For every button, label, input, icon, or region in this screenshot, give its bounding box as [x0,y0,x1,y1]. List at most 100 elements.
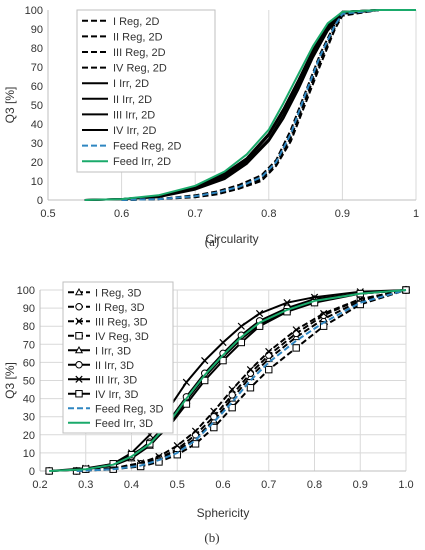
legend-label: III Irr, 2D [113,109,155,121]
legend-label: IV Reg, 2D [113,63,167,75]
data-point [182,378,191,386]
legend-item: Feed Reg, 2D [82,141,182,153]
legend-item: II Reg, 2D [82,31,163,43]
x-tick-label: 0.7 [188,208,203,220]
legend-label: IV Reg, 3D [95,331,149,343]
data-point [228,385,236,394]
panel-label-b: (b) [204,530,219,545]
x-tick-label: 0.2 [32,479,47,491]
legend: I Reg, 2D II Reg, 2D III Reg, 2D IV Reg, 2D… [76,9,216,173]
y-tick-label: 100 [25,5,43,17]
panel-label-a: (a) [205,234,219,249]
legend-item: II Irr, 2D [82,94,152,106]
data-point [191,440,200,448]
x-tick-label: 0.4 [124,479,139,491]
data-point [255,309,264,318]
x-tick-label: 0.9 [335,208,350,220]
y-tick-label: 20 [23,430,35,442]
x-axis-label: Circularity [205,232,258,246]
y-tick-label: 80 [31,43,43,55]
x-tick-label: 0.6 [114,208,129,220]
x-tick-label: 1 [413,208,419,220]
series-iv-reg-2d [121,9,416,201]
legend-item: III Irr, 2D [82,109,155,121]
legend-label: Feed Irr, 3D [95,418,153,430]
legend-item: II Irr, 3D [68,360,134,372]
legend-label: IV Irr, 2D [113,125,156,137]
chart-circularity: 0.5 0.6 0.7 0.8 0.9 10102030405060708090100Ci… [3,5,419,246]
data-point [219,356,227,365]
x-tick-label: 1.0 [398,479,413,491]
legend-marker [74,288,84,296]
legend-item: I Reg, 3D [68,287,142,299]
data-point [246,366,255,374]
legend-label: III Reg, 3D [95,316,148,328]
legend-label: I Irr, 3D [95,345,131,357]
y-tick-label: 10 [23,448,35,460]
y-tick-label: 60 [31,81,43,93]
legend-label: I Reg, 2D [113,16,160,28]
legend-label: I Irr, 2D [113,78,149,90]
data-point [191,427,200,435]
x-tick-label: 0.6 [215,479,230,491]
x-tick-label: 0.5 [40,208,55,220]
legend-item: IV Irr, 3D [68,389,138,401]
legend-label: I Reg, 3D [95,287,142,299]
legend-marker [75,375,83,383]
data-point [201,356,209,365]
series-line [76,289,407,472]
legend-label: IV Irr, 3D [95,389,138,401]
data-point [237,322,245,330]
y-tick-label: 0 [29,466,35,478]
legend-marker [75,390,83,398]
x-tick-label: 0.5 [170,479,185,491]
series-line [84,9,416,201]
data-point [292,326,300,334]
legend-item: Feed Irr, 2D [82,156,171,168]
x-tick-label: 0.8 [261,208,276,220]
series-line [49,289,407,472]
legend-label: Feed Reg, 3D [95,403,164,415]
legend: I Reg, 3D II Reg, 3D III Reg, 3D IV Reg, 3D… [62,281,174,434]
legend-item: I Irr, 3D [68,345,131,357]
legend-item: III Reg, 2D [82,47,166,59]
data-point [246,384,255,392]
data-point [210,407,218,415]
y-tick-label: 30 [23,412,35,424]
series-feed-irr-2d [84,9,416,201]
series-feed-reg-3d [76,289,407,472]
x-tick-label: 0.3 [78,479,93,491]
legend-item: IV Irr, 2D [82,125,156,137]
y-tick-label: 70 [31,62,43,74]
data-point [292,329,300,338]
data-point [210,423,218,432]
x-tick-label: 0.9 [353,479,368,491]
y-tick-label: 90 [23,303,35,315]
y-tick-label: 40 [23,394,35,406]
y-axis-label: Q3 [%] [3,362,17,399]
y-tick-label: 70 [23,339,35,351]
legend-label: II Reg, 2D [113,31,163,43]
y-tick-label: 30 [31,138,43,150]
legend-label: Feed Reg, 2D [113,141,182,153]
data-point [237,338,246,347]
legend-item: Feed Irr, 3D [68,418,153,430]
y-tick-label: 40 [31,119,43,131]
y-tick-label: 80 [23,321,35,333]
y-axis-label: Q3 [%] [3,87,17,124]
legend-marker [75,317,83,325]
y-tick-label: 0 [37,195,43,207]
y-tick-label: 20 [31,157,43,169]
legend-item: III Reg, 3D [68,316,148,328]
legend-item: IV Reg, 3D [68,331,149,343]
legend-marker [75,361,83,369]
y-tick-label: 10 [31,176,43,188]
data-point [320,309,328,318]
legend-item: II Reg, 3D [68,302,145,314]
series-feed-irr-3d [49,289,407,472]
y-tick-label: 90 [31,24,43,36]
legend-marker [74,346,84,354]
legend-label: III Irr, 3D [95,374,137,386]
y-tick-label: 50 [31,100,43,112]
